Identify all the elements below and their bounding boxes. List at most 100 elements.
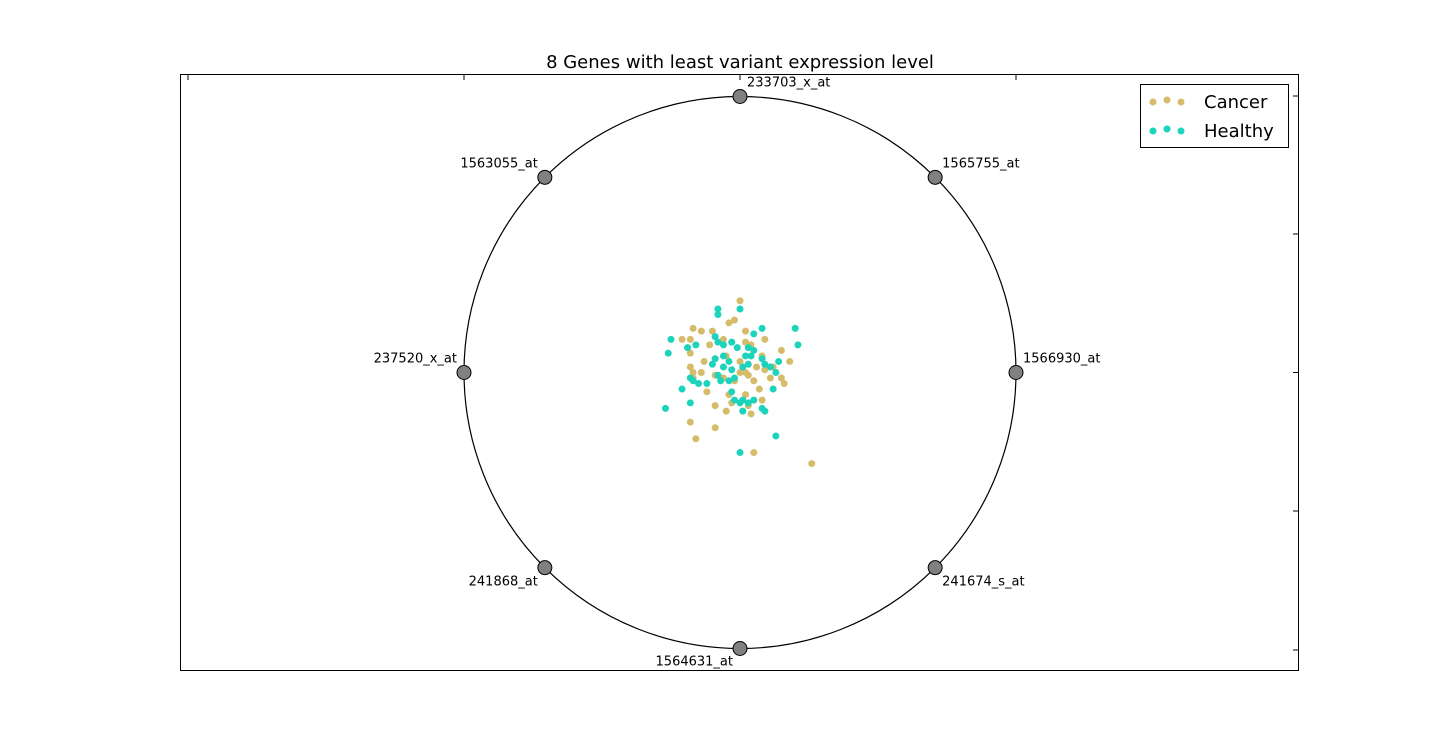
- legend-label-healthy: Healthy: [1204, 121, 1274, 142]
- data-point-healthy: [750, 330, 758, 338]
- data-point-cancer: [700, 357, 708, 365]
- data-point-cancer: [761, 366, 769, 374]
- data-point-cancer: [753, 363, 761, 371]
- anchor-point: [456, 365, 472, 380]
- data-point-cancer: [750, 449, 758, 457]
- data-point-cancer: [686, 363, 694, 371]
- anchor-point: [927, 169, 943, 185]
- legend-box: [1140, 84, 1289, 148]
- legend-marker-dot: [1177, 98, 1185, 106]
- data-point-healthy: [661, 404, 669, 412]
- chart-title: 8 Genes with least variant expression le…: [546, 52, 934, 73]
- anchor-label: 1564631_at: [656, 655, 733, 670]
- data-point-cancer: [808, 460, 816, 468]
- data-point-healthy: [769, 385, 777, 393]
- data-point-cancer: [742, 391, 750, 399]
- data-point-cancer: [689, 369, 697, 376]
- data-point-cancer: [697, 327, 705, 335]
- data-point-healthy: [686, 399, 694, 407]
- data-point-healthy: [692, 341, 700, 349]
- data-point-healthy: [725, 377, 733, 385]
- data-point-cancer: [736, 369, 744, 376]
- data-point-cancer: [742, 369, 750, 376]
- data-point-healthy: [744, 344, 752, 352]
- data-point-healthy: [728, 338, 736, 346]
- data-point-cancer: [758, 396, 766, 404]
- data-point-healthy: [736, 305, 744, 313]
- data-point-healthy: [739, 363, 747, 371]
- anchor-label: 241868_at: [469, 575, 538, 590]
- data-point-healthy: [730, 374, 738, 382]
- data-point-cancer: [703, 388, 711, 396]
- data-point-healthy: [667, 335, 675, 343]
- anchor-label: 237520_x_at: [374, 352, 457, 367]
- data-point-healthy: [714, 371, 722, 379]
- anchor-label: 233703_x_at: [747, 76, 830, 91]
- anchor-point: [537, 560, 553, 576]
- data-point-healthy: [664, 349, 672, 357]
- data-point-healthy: [728, 366, 736, 374]
- data-point-healthy: [772, 432, 780, 440]
- data-point-cancer: [722, 407, 730, 415]
- anchor-label: 1563055_at: [460, 156, 537, 171]
- data-point-healthy: [742, 352, 750, 360]
- data-point-healthy: [719, 363, 727, 371]
- data-point-healthy: [736, 449, 744, 457]
- axis-ticks: [187, 75, 1298, 651]
- data-point-healthy: [725, 357, 733, 365]
- legend-marker-cancer: [1149, 96, 1185, 106]
- data-point-healthy: [719, 352, 727, 360]
- anchor-point: [1008, 365, 1024, 380]
- anchor-points: [456, 89, 1024, 656]
- data-point-healthy: [758, 355, 766, 363]
- data-point-healthy: [761, 407, 769, 415]
- data-point-healthy: [791, 324, 799, 332]
- anchor-point: [927, 560, 943, 576]
- anchor-point: [537, 169, 553, 185]
- data-point-healthy: [728, 388, 736, 396]
- data-point-cancer: [708, 327, 716, 335]
- data-point-healthy: [775, 357, 783, 365]
- data-point-healthy: [714, 338, 722, 346]
- data-point-cancer: [766, 374, 774, 382]
- data-point-cancer: [719, 335, 727, 343]
- data-point-healthy: [708, 360, 716, 368]
- data-point-healthy: [695, 380, 703, 388]
- data-point-healthy: [750, 396, 758, 404]
- data-point-cancer: [780, 380, 788, 388]
- legend-marker-dot: [1149, 98, 1157, 106]
- data-point-cancer: [761, 335, 769, 343]
- data-point-healthy: [739, 396, 747, 404]
- anchor-label: 1565755_at: [942, 156, 1019, 171]
- data-point-healthy: [747, 352, 755, 360]
- data-point-healthy: [772, 369, 780, 376]
- data-point-healthy: [689, 377, 697, 385]
- data-point-healthy: [703, 380, 711, 388]
- legend-marker-dot: [1163, 96, 1171, 104]
- legend-label-cancer: Cancer: [1204, 92, 1268, 113]
- anchor-point: [732, 89, 748, 104]
- data-point-healthy: [711, 355, 719, 363]
- data-point-healthy: [717, 377, 725, 385]
- data-point-cancer: [736, 357, 744, 365]
- data-point-healthy: [714, 305, 722, 313]
- data-point-cancer: [706, 341, 714, 349]
- data-point-healthy: [730, 396, 738, 404]
- data-point-healthy: [714, 311, 722, 319]
- data-point-cancer: [689, 324, 697, 332]
- anchor-labels: 1566930_at 1565755_at 233703_x_at 1563055_a…: [374, 76, 1101, 670]
- data-point-healthy: [711, 333, 719, 341]
- data-point-healthy: [684, 344, 692, 352]
- anchor-label: 1566930_at: [1023, 352, 1100, 367]
- legend-marker-dot: [1163, 125, 1171, 133]
- data-point-cancer: [777, 346, 785, 354]
- data-point-cancer: [686, 335, 694, 343]
- data-point-healthy: [758, 324, 766, 332]
- data-point-healthy: [744, 399, 752, 407]
- data-point-healthy: [744, 360, 752, 368]
- data-point-cancer: [678, 335, 686, 343]
- data-points: [661, 297, 816, 468]
- anchor-label: 241674_s_at: [942, 575, 1024, 590]
- data-point-cancer: [686, 418, 694, 426]
